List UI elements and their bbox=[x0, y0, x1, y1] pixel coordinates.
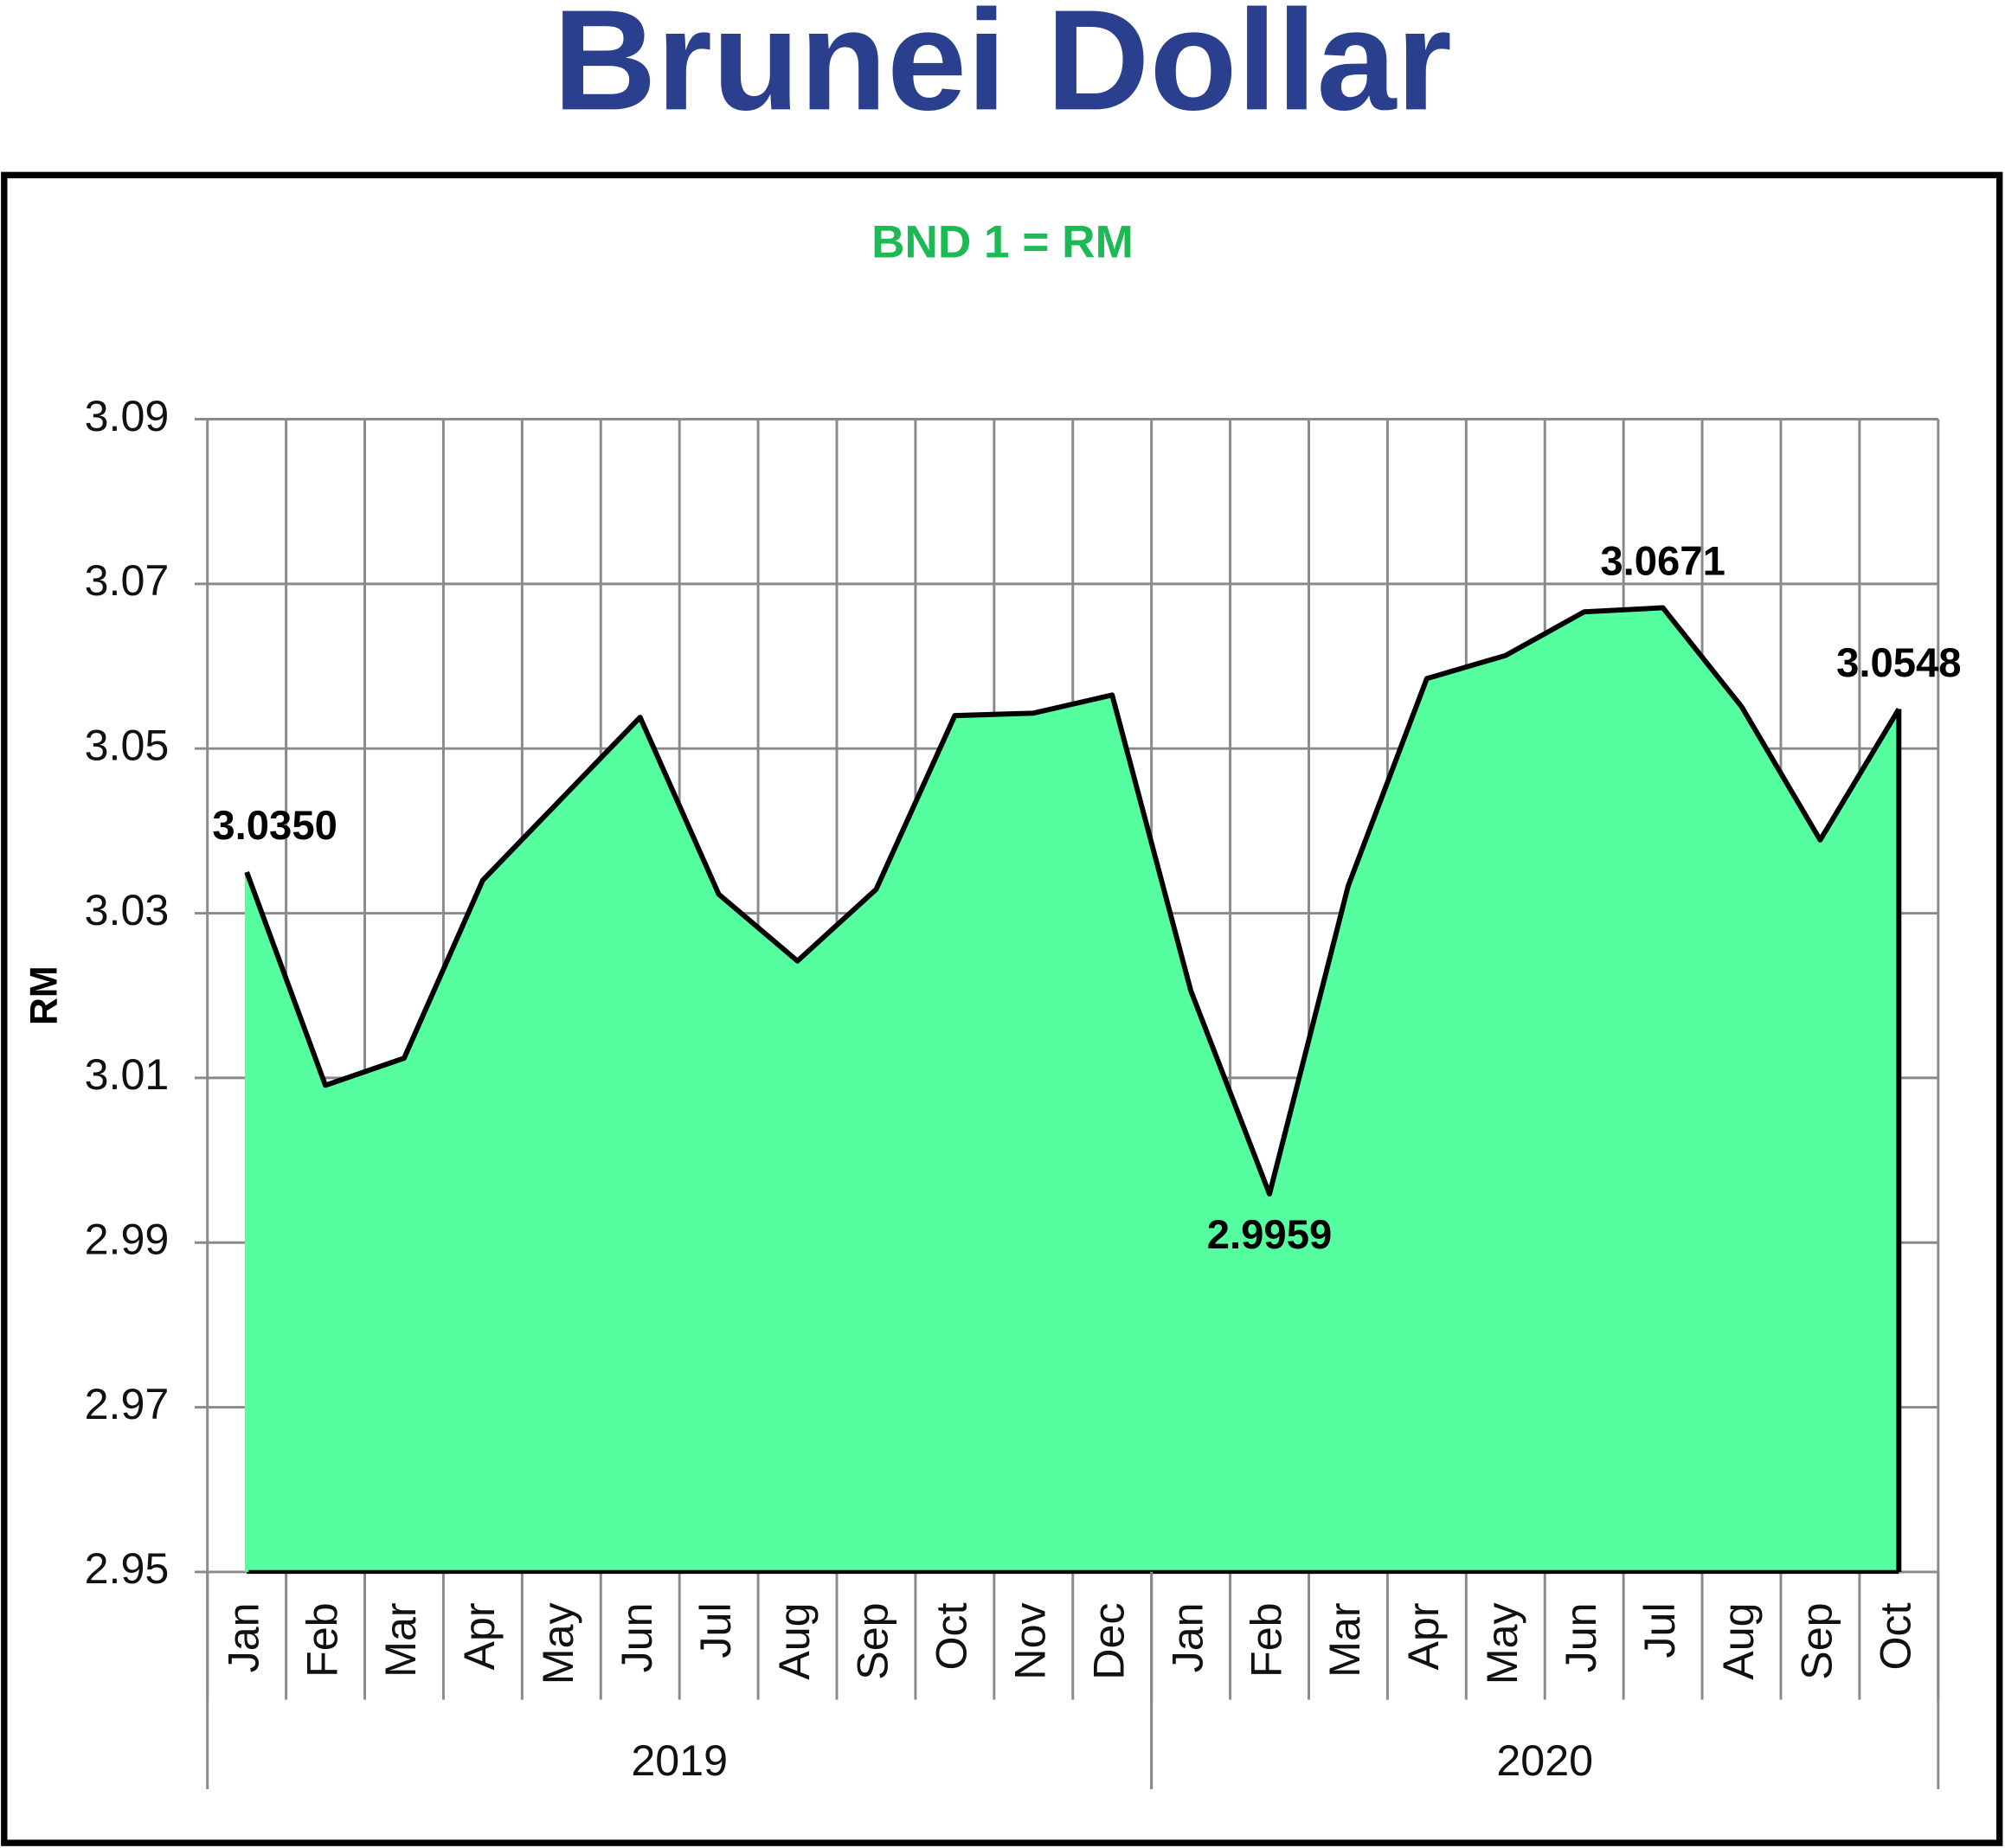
x-tick-label: May bbox=[1478, 1601, 1526, 1684]
y-tick-label: 2.97 bbox=[85, 1380, 170, 1428]
chart-subtitle: BND 1 = RM bbox=[871, 217, 1134, 268]
y-tick-label: 2.99 bbox=[85, 1216, 170, 1264]
x-tick-label: Jan bbox=[1163, 1602, 1211, 1672]
x-tick-label: Jul bbox=[691, 1602, 740, 1658]
x-tick-label: Jun bbox=[1557, 1602, 1605, 1672]
y-axis-label: RM bbox=[22, 966, 65, 1025]
x-tick-label: Dec bbox=[1084, 1602, 1133, 1679]
value-label: 3.0548 bbox=[1836, 640, 1962, 686]
y-tick-label: 3.01 bbox=[85, 1050, 170, 1099]
x-tick-label: Oct bbox=[928, 1602, 976, 1670]
x-tick-label: Apr bbox=[455, 1602, 504, 1670]
value-label: 3.0350 bbox=[212, 803, 337, 849]
x-tick-label: Jun bbox=[613, 1602, 661, 1672]
x-tick-label: Apr bbox=[1399, 1602, 1448, 1670]
x-tick-label: Oct bbox=[1872, 1602, 1920, 1670]
x-tick-label: Aug bbox=[770, 1602, 819, 1679]
area bbox=[247, 607, 1899, 1572]
x-tick-label: Sep bbox=[1793, 1602, 1841, 1679]
chart-title: Brunei Dollar bbox=[553, 0, 1452, 140]
x-tick-label: Jul bbox=[1635, 1602, 1684, 1658]
value-label: 2.9959 bbox=[1207, 1212, 1333, 1258]
y-tick-label: 3.09 bbox=[85, 392, 170, 440]
y-tick-label: 3.03 bbox=[85, 886, 170, 934]
x-tick-label: Aug bbox=[1714, 1602, 1763, 1679]
y-tick-label: 3.07 bbox=[85, 556, 170, 605]
x-tick-label: Feb bbox=[1242, 1602, 1290, 1678]
x-tick-label: Mar bbox=[376, 1602, 425, 1678]
y-tick-label: 3.05 bbox=[85, 721, 170, 769]
line bbox=[244, 605, 1901, 1197]
group-label: 2020 bbox=[1496, 1736, 1593, 1785]
chart-frame bbox=[1, 171, 2003, 1846]
group-label: 2019 bbox=[631, 1736, 728, 1785]
x-tick-label: Mar bbox=[1321, 1602, 1369, 1677]
x-tick-label: Nov bbox=[1006, 1602, 1055, 1679]
value-label: 3.0671 bbox=[1600, 539, 1725, 585]
x-tick-label: Feb bbox=[298, 1602, 346, 1678]
y-tick-label: 2.95 bbox=[85, 1544, 170, 1593]
x-tick-label: Jan bbox=[219, 1602, 267, 1672]
x-tick-label: Sep bbox=[849, 1602, 897, 1679]
x-tick-label: May bbox=[534, 1601, 582, 1684]
